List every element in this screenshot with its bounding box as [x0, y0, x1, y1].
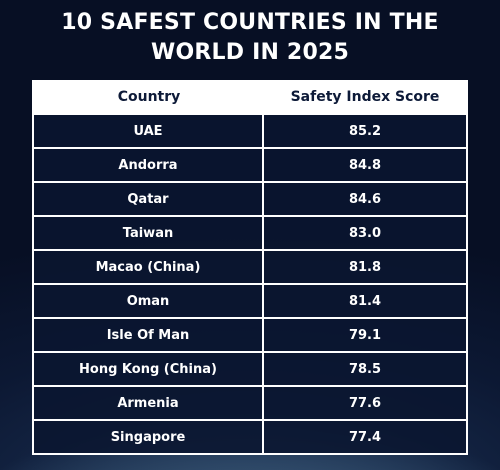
- header-row: Country Safety Index Score: [34, 80, 466, 113]
- country-cell: UAE: [34, 113, 264, 147]
- table-row: Andorra 84.8: [34, 147, 466, 181]
- safety-table: Country Safety Index Score UAE 85.2 Andorra…: [32, 80, 468, 455]
- country-cell: Andorra: [34, 147, 264, 181]
- score-cell: 84.6: [264, 181, 466, 215]
- header-cell: Safety Index Score: [264, 80, 466, 113]
- country-cell: Singapore: [34, 419, 264, 453]
- country-cell: Oman: [34, 283, 264, 317]
- title: 10 SAFEST COUNTRIES IN THE WORLD IN 2025: [61, 10, 439, 65]
- score-cell: 81.4: [264, 283, 466, 317]
- country-cell: Qatar: [34, 181, 264, 215]
- country-cell: Armenia: [34, 385, 264, 419]
- header-cell: Country: [34, 80, 264, 113]
- score-cell: 78.5: [264, 351, 466, 385]
- score-cell: 85.2: [264, 113, 466, 147]
- table-row: Qatar 84.6: [34, 181, 466, 215]
- score-cell: 77.6: [264, 385, 466, 419]
- country-cell: Taiwan: [34, 215, 264, 249]
- score-cell: 83.0: [264, 215, 466, 249]
- table-row: Hong Kong (China) 78.5: [34, 351, 466, 385]
- table-row: Macao (China) 81.8: [34, 249, 466, 283]
- score-cell: 77.4: [264, 419, 466, 453]
- score-cell: 81.8: [264, 249, 466, 283]
- score-cell: 84.8: [264, 147, 466, 181]
- country-cell: Isle Of Man: [34, 317, 264, 351]
- country-cell: Hong Kong (China): [34, 351, 264, 385]
- table-row: Oman 81.4: [34, 283, 466, 317]
- table-row: Isle Of Man 79.1: [34, 317, 466, 351]
- country-cell: Macao (China): [34, 249, 264, 283]
- table-row: UAE 85.2: [34, 113, 466, 147]
- table-row: Armenia 77.6: [34, 385, 466, 419]
- table-row: Singapore 77.4: [34, 419, 466, 453]
- table-row: Taiwan 83.0: [34, 215, 466, 249]
- table-body: UAE 85.2 Andorra 84.8 Qatar 84.6 Taiwan 83.0 Mac…: [34, 113, 466, 453]
- score-cell: 79.1: [264, 317, 466, 351]
